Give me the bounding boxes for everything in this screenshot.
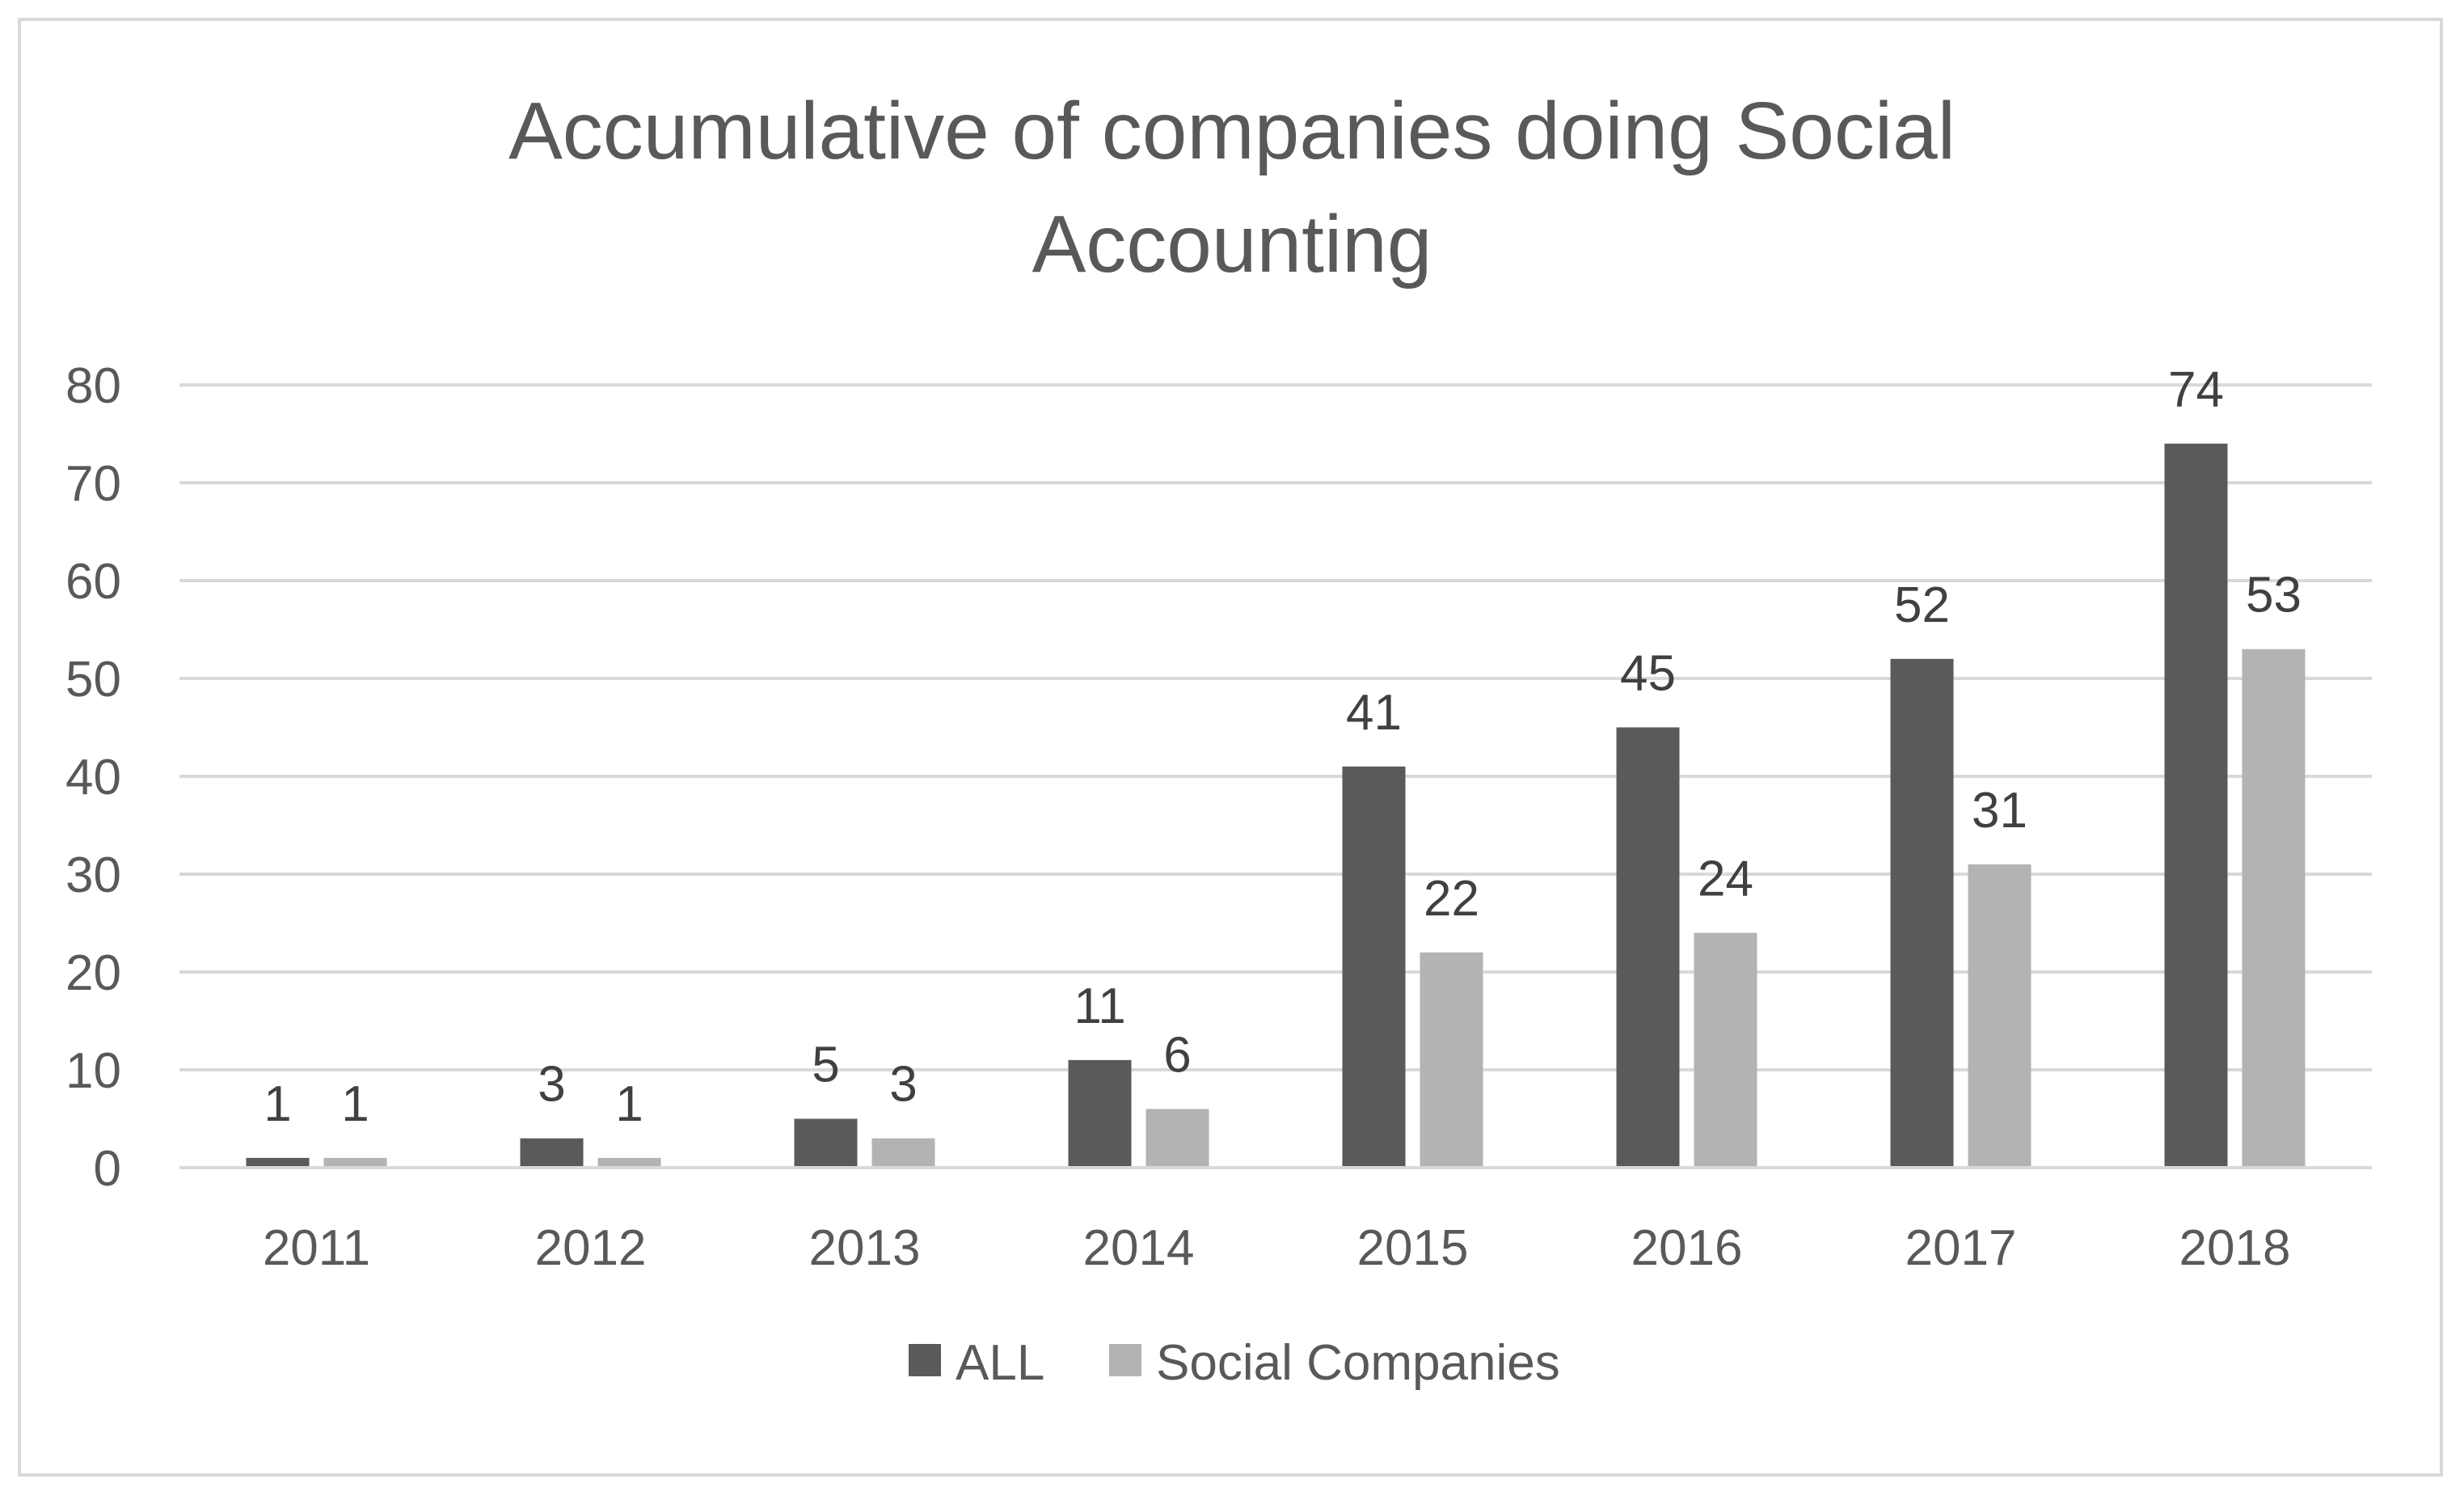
data-label: 3 xyxy=(538,1057,565,1113)
data-label: 74 xyxy=(2168,362,2224,418)
bar-all-2013 xyxy=(794,1118,858,1168)
data-label: 1 xyxy=(341,1076,369,1132)
chart-frame xyxy=(18,18,2443,1477)
data-label: 41 xyxy=(1346,685,1402,741)
legend-swatch-1 xyxy=(1109,1344,1141,1376)
bar-all-2016 xyxy=(1616,727,1680,1168)
gridlines xyxy=(179,383,2372,1071)
bar-all-2017 xyxy=(1890,658,1954,1168)
x-axis-ticks: 2011 2012 2013 2014 2015 2016 2017 2018 xyxy=(263,1220,2291,1276)
y-tick-label: 20 xyxy=(65,945,121,1001)
data-label: 45 xyxy=(1620,646,1676,702)
data-label: 11 xyxy=(1074,978,1125,1034)
bar-social-2017 xyxy=(1968,864,2032,1168)
bar-social-2015 xyxy=(1420,952,1483,1168)
chart-title: Accumulative of companies doing Social A… xyxy=(0,74,2464,301)
y-tick-label: 50 xyxy=(65,652,121,708)
bar-social-2012 xyxy=(597,1157,661,1168)
legend: ALL Social Companies xyxy=(909,1335,1560,1391)
bar-social-2014 xyxy=(1146,1109,1209,1168)
x-tick-label: 2015 xyxy=(1357,1220,1469,1276)
x-tick-label: 2011 xyxy=(263,1220,370,1276)
bar-all-2015 xyxy=(1342,766,1406,1168)
x-tick-label: 2016 xyxy=(1631,1220,1743,1276)
data-label: 52 xyxy=(1894,577,1950,633)
bars xyxy=(246,443,2306,1168)
y-tick-label: 30 xyxy=(65,847,121,903)
y-tick-label: 10 xyxy=(65,1043,121,1099)
bar-all-2018 xyxy=(2164,443,2228,1168)
data-label: 5 xyxy=(812,1037,839,1093)
y-tick-label: 60 xyxy=(65,554,121,610)
bar-all-2012 xyxy=(520,1138,584,1168)
y-tick-label: 80 xyxy=(65,358,121,414)
legend-label-0: ALL xyxy=(956,1335,1044,1391)
bar-social-2013 xyxy=(871,1138,935,1168)
x-tick-label: 2012 xyxy=(535,1220,647,1276)
y-axis-ticks: 0 10 20 30 40 50 60 70 80 xyxy=(65,358,121,1197)
bar-social-2018 xyxy=(2242,649,2306,1168)
x-tick-label: 2013 xyxy=(809,1220,921,1276)
x-tick-label: 2018 xyxy=(2179,1220,2291,1276)
bar-social-2016 xyxy=(1694,932,1757,1168)
data-label: 1 xyxy=(615,1076,643,1132)
data-label: 31 xyxy=(1972,783,2027,839)
data-label: 24 xyxy=(1698,852,1753,907)
bar-all-2014 xyxy=(1068,1059,1132,1168)
chart-title-line-1: Accumulative of companies doing Social xyxy=(508,86,1956,176)
data-label: 22 xyxy=(1424,871,1479,927)
data-label: 1 xyxy=(264,1076,291,1132)
data-label: 3 xyxy=(889,1057,917,1113)
chart-title-line-2: Accounting xyxy=(1032,199,1432,289)
x-tick-label: 2017 xyxy=(1905,1220,2017,1276)
y-tick-label: 70 xyxy=(65,456,121,512)
x-tick-label: 2014 xyxy=(1083,1220,1195,1276)
y-tick-label: 40 xyxy=(65,750,121,805)
bar-all-2011 xyxy=(246,1157,310,1168)
y-tick-label: 0 xyxy=(94,1141,121,1197)
data-label: 6 xyxy=(1163,1027,1191,1083)
legend-label-1: Social Companies xyxy=(1156,1335,1560,1391)
legend-swatch-0 xyxy=(909,1344,941,1376)
data-label: 53 xyxy=(2246,568,2302,623)
bar-social-2011 xyxy=(323,1157,387,1168)
